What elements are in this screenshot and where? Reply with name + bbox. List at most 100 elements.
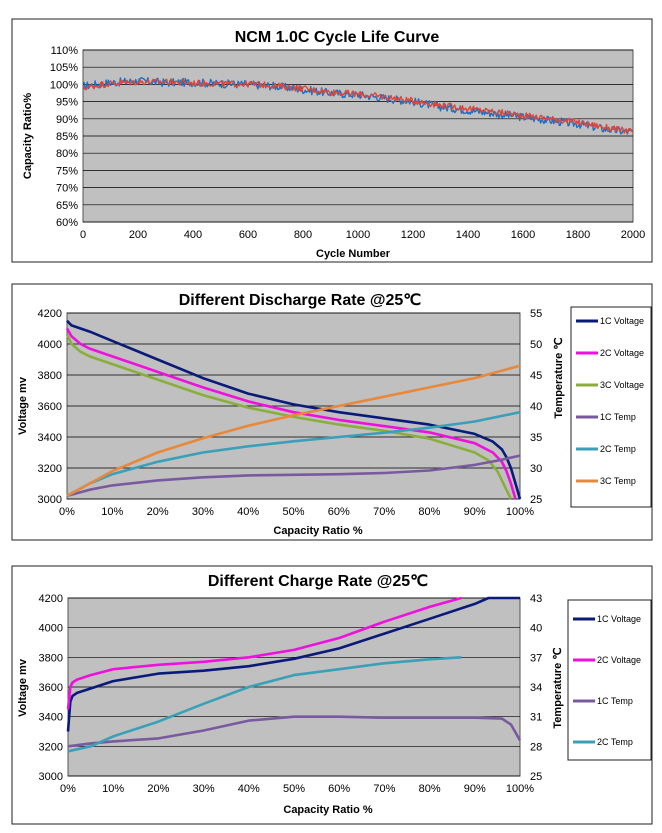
charge-y-ticks: 3000 3200 3400 3600 3800 4000 4200 xyxy=(39,593,63,783)
discharge-y2-ticks: 25 30 35 40 45 50 55 xyxy=(530,308,542,506)
cycle-series-line-cell-a xyxy=(82,76,634,135)
charge-x-tick-label: 90% xyxy=(464,783,486,795)
cycle-y-tick-label: 90% xyxy=(56,114,78,126)
discharge-y-tick-label: 3800 xyxy=(38,370,62,382)
discharge-x-tick-label: 40% xyxy=(237,506,259,518)
charge-x-tick-label: 100% xyxy=(506,783,534,795)
cycle-gridlines xyxy=(83,49,633,223)
charge-series-line-1c-voltage xyxy=(66,596,520,732)
discharge-series-line-1c-temp xyxy=(66,454,521,498)
charge-x-tick-label: 70% xyxy=(373,783,395,795)
discharge-legend-label: 1C Voltage xyxy=(600,316,644,326)
discharge-x-tick-label: 10% xyxy=(101,506,123,518)
charge-y2-tick-label: 40 xyxy=(530,623,542,635)
cycle-y-ticks: 60% 65% 70% 75% 80% 85% 90% 95% 100% 105% 110% xyxy=(50,45,78,229)
charge-x-tick-label: 50% xyxy=(283,783,305,795)
discharge-series xyxy=(65,319,522,500)
discharge-x-tick-label: 90% xyxy=(464,506,486,518)
discharge-y2-tick-label: 35 xyxy=(530,432,542,444)
discharge-chart-title: Different Discharge Rate @25℃ xyxy=(179,292,422,309)
discharge-y-tick-label: 3400 xyxy=(38,432,62,444)
charge-x-ticks: 0% 10% 20% 30% 40% 50% 60% 70% 80% 90% 100% xyxy=(60,783,534,795)
cycle-y-tick-label: 60% xyxy=(56,217,78,229)
discharge-y2-tick-label: 55 xyxy=(530,308,542,320)
discharge-legend-label: 2C Voltage xyxy=(600,348,644,358)
discharge-y2-tick-label: 45 xyxy=(530,370,542,382)
charge-x-tick-label: 40% xyxy=(238,783,260,795)
cycle-x-axis-label: Cycle Number xyxy=(316,248,391,260)
cycle-chart-title: NCM 1.0C Cycle Life Curve xyxy=(235,29,440,46)
discharge-x-tick-label: 60% xyxy=(328,506,350,518)
discharge-y-tick-label: 3000 xyxy=(38,494,62,506)
discharge-legend-label: 3C Voltage xyxy=(600,380,644,390)
cycle-x-tick-label: 1200 xyxy=(401,229,425,241)
discharge-x-tick-label: 0% xyxy=(59,506,75,518)
charge-y2-axis-label: Temperature ℃ xyxy=(552,647,564,728)
charge-legend-label: 1C Temp xyxy=(597,696,633,706)
cycle-y-tick-label: 75% xyxy=(56,165,78,177)
charge-y-tick-label: 4200 xyxy=(39,593,63,605)
cycle-x-tick-label: 800 xyxy=(294,229,312,241)
discharge-y-tick-label: 3200 xyxy=(38,463,62,475)
discharge-x-tick-label: 100% xyxy=(506,506,534,518)
cycle-y-tick-label: 70% xyxy=(56,183,78,195)
charge-x-tick-label: 80% xyxy=(419,783,441,795)
cycle-x-tick-label: 400 xyxy=(184,229,202,241)
discharge-x-tick-label: 80% xyxy=(418,506,440,518)
discharge-series-line-2c-temp xyxy=(66,410,521,498)
charge-series-line-2c-temp xyxy=(67,656,462,753)
discharge-y2-tick-label: 50 xyxy=(530,339,542,351)
cycle-x-tick-label: 1600 xyxy=(511,229,535,241)
cycle-x-tick-label: 2000 xyxy=(621,229,645,241)
charge-y-tick-label: 4000 xyxy=(39,623,63,635)
cycle-x-tick-label: 1000 xyxy=(346,229,370,241)
discharge-x-tick-label: 50% xyxy=(282,506,304,518)
charge-series xyxy=(66,596,522,753)
discharge-y-tick-label: 3600 xyxy=(38,401,62,413)
discharge-y-ticks: 3000 3200 3400 3600 3800 4000 4200 xyxy=(38,308,62,506)
charge-y2-tick-label: 43 xyxy=(530,593,542,605)
discharge-legend: 1C Voltage 2C Voltage 3C Voltage 1C Temp 2C … xyxy=(576,316,644,486)
discharge-legend-label: 2C Temp xyxy=(600,444,636,454)
charge-y-tick-label: 3600 xyxy=(39,682,63,694)
charge-x-axis-label: Capacity Ratio % xyxy=(283,804,372,816)
charge-y2-tick-label: 31 xyxy=(530,712,542,724)
charge-y-tick-label: 3800 xyxy=(39,652,63,664)
charge-x-tick-label: 60% xyxy=(328,783,350,795)
cycle-x-ticks: 0 200 400 600 800 1000 1200 1400 1600 1800 2000 xyxy=(80,229,645,241)
charge-legend-box xyxy=(567,599,652,761)
cycle-y-tick-label: 105% xyxy=(50,62,78,74)
discharge-x-tick-label: 30% xyxy=(192,506,214,518)
cycle-series-line-cell-b xyxy=(82,78,634,135)
charge-x-tick-label: 30% xyxy=(193,783,215,795)
discharge-y2-tick-label: 25 xyxy=(530,494,542,506)
discharge-chart: 3000 3200 3400 3600 3800 4000 4200 25 30 35 40 45 5… xyxy=(11,283,653,541)
discharge-legend-label: 1C Temp xyxy=(600,412,636,422)
cycle-y-tick-label: 65% xyxy=(56,200,78,212)
charge-series-line-1c-temp xyxy=(67,715,522,748)
discharge-series-line-2c-voltage xyxy=(65,327,517,500)
discharge-y2-tick-label: 30 xyxy=(530,463,542,475)
discharge-y2-tick-label: 40 xyxy=(530,401,542,413)
discharge-y-tick-label: 4200 xyxy=(38,308,62,320)
charge-legend-label: 2C Voltage xyxy=(597,655,641,665)
discharge-y-axis-label: Voltage mv xyxy=(17,376,29,435)
charge-legend-label: 1C Voltage xyxy=(597,614,641,624)
cycle-x-tick-label: 1400 xyxy=(456,229,480,241)
charge-legend-label: 2C Temp xyxy=(597,737,633,747)
cycle-x-tick-label: 1800 xyxy=(566,229,590,241)
charge-y2-tick-label: 34 xyxy=(530,682,542,694)
cycle-y-tick-label: 100% xyxy=(50,79,78,91)
charge-y-tick-label: 3000 xyxy=(39,771,63,783)
charge-y2-tick-label: 28 xyxy=(530,741,542,753)
cycle-x-tick-label: 600 xyxy=(239,229,257,241)
charge-y-axis-label: Voltage mv xyxy=(17,658,29,717)
discharge-series-line-3c-voltage xyxy=(65,334,513,500)
cycle-life-chart: 60% 65% 70% 75% 80% 85% 90% 95% 100% 105% 110% 0 20… xyxy=(11,18,653,263)
charge-chart-title: Different Charge Rate @25℃ xyxy=(208,573,428,590)
discharge-series-line-3c-temp xyxy=(66,364,521,498)
discharge-legend-box xyxy=(570,306,652,508)
cycle-x-tick-label: 200 xyxy=(129,229,147,241)
charge-x-tick-label: 0% xyxy=(60,783,76,795)
